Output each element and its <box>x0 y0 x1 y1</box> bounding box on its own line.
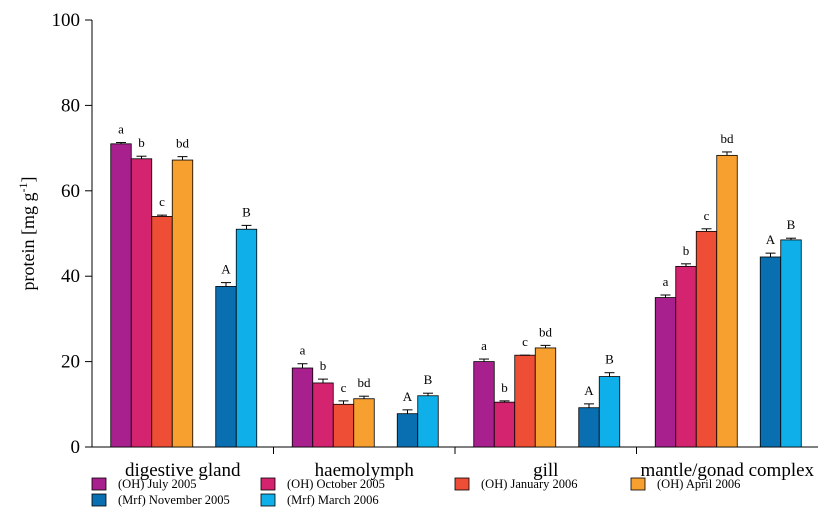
category-label: haemolymph <box>315 460 415 481</box>
bar <box>493 401 516 448</box>
bar <box>312 382 334 448</box>
y-tick-label: 100 <box>52 10 81 31</box>
bar <box>654 297 677 448</box>
y-axis-title: protein [mg g-1] <box>16 177 38 291</box>
significance-label: b <box>501 380 508 395</box>
y-tick-label: 60 <box>61 181 80 202</box>
legend: (OH) July 2005 (OH) October 2005 (OH) Janu… <box>91 477 740 507</box>
bar <box>675 265 697 448</box>
bar <box>514 354 536 448</box>
significance-label: A <box>766 232 776 247</box>
legend-label: (OH) April 2006 <box>657 477 740 491</box>
bar <box>353 398 375 448</box>
bar <box>396 413 419 448</box>
significance-label: b <box>683 243 690 258</box>
y-tick-label: 0 <box>71 437 81 458</box>
legend-swatch <box>260 477 276 491</box>
bar <box>130 158 153 448</box>
category-label: digestive gland <box>125 460 241 481</box>
significance-label: B <box>787 217 796 232</box>
legend-swatch <box>260 493 276 507</box>
significance-label: B <box>424 372 433 387</box>
y-tick-label: 80 <box>61 95 80 116</box>
bar <box>695 230 718 448</box>
significance-label: B <box>605 352 614 367</box>
category-label: gill <box>533 460 558 481</box>
legend-label: (OH) July 2005 <box>118 477 196 491</box>
significance-label: b <box>320 358 327 373</box>
bar <box>235 228 258 448</box>
legend-swatch <box>454 477 470 491</box>
y-axis-title-superscript: -1 <box>16 183 30 193</box>
y-tick-label: 20 <box>61 352 80 373</box>
significance-label: b <box>138 135 145 150</box>
category-labels: digestive gland haemolymph gill mantle/gona… <box>125 460 815 481</box>
significance-label: bd <box>358 375 372 390</box>
y-axis-title-close: ] <box>18 177 38 183</box>
significance-label: c <box>522 334 528 349</box>
significance-label: a <box>300 343 306 358</box>
bar <box>151 216 173 448</box>
significance-label: a <box>663 274 669 289</box>
bar <box>534 347 557 448</box>
legend-label: (Mrf) November 2005 <box>118 493 230 507</box>
bar <box>759 256 782 448</box>
legend-label: (Mrf) March 2006 <box>287 493 379 507</box>
significance-label: a <box>481 338 487 353</box>
bar <box>780 239 802 448</box>
significance-label: a <box>118 122 124 137</box>
significance-label: c <box>341 380 347 395</box>
significance-label: c <box>704 208 710 223</box>
legend-swatch <box>91 477 107 491</box>
bar <box>598 376 621 448</box>
significance-label: A <box>221 262 231 277</box>
significance-label: bd <box>539 324 553 339</box>
y-tick-label: 40 <box>61 266 80 287</box>
bar <box>332 403 355 448</box>
bar <box>171 159 194 448</box>
bar <box>716 154 738 448</box>
bar <box>110 143 132 448</box>
significance-label: bd <box>721 131 735 146</box>
bar <box>473 361 495 448</box>
legend-label: (OH) January 2006 <box>481 477 578 491</box>
bar <box>417 395 439 448</box>
significance-label: A <box>403 389 413 404</box>
y-ticks: 0 20 40 60 80 100 <box>52 10 92 458</box>
bar <box>215 286 237 448</box>
legend-swatch <box>630 477 646 491</box>
y-axis-title-main: protein [mg g <box>18 193 38 291</box>
significance-label: bd <box>176 136 190 151</box>
legend-swatch <box>91 493 107 507</box>
significance-label: c <box>159 194 165 209</box>
bar <box>291 367 314 448</box>
significance-label: B <box>242 204 251 219</box>
bar <box>578 407 600 448</box>
category-label: mantle/gonad complex <box>640 460 814 481</box>
legend-label: (OH) October 2005 <box>287 477 385 491</box>
significance-label: A <box>584 383 594 398</box>
